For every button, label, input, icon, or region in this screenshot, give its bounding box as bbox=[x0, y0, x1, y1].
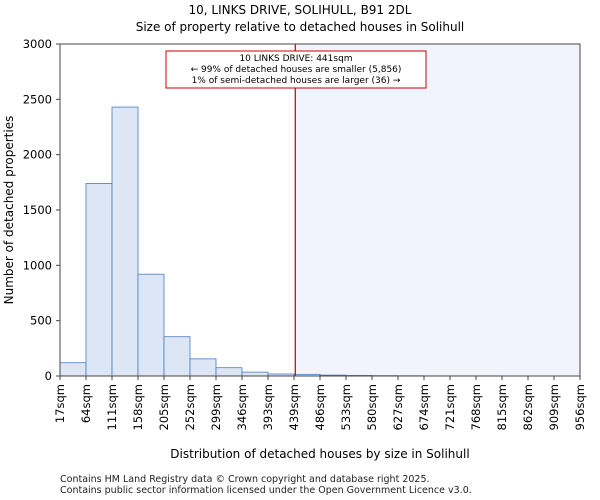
bar-17sqm bbox=[59, 362, 87, 377]
annotation-line-3: 1% of semi-detached houses are larger (3… bbox=[192, 76, 401, 86]
bar-64sqm bbox=[85, 183, 113, 377]
x-tick-label-439sqm: 439sqm bbox=[287, 384, 301, 430]
highlight-region bbox=[294, 44, 580, 376]
chart-title: 10, LINKS DRIVE, SOLIHULL, B91 2DL bbox=[189, 3, 412, 17]
x-tick-label-721sqm: 721sqm bbox=[443, 384, 457, 430]
x-tick-label-158sqm: 158sqm bbox=[131, 384, 145, 430]
x-tick-label-346sqm: 346sqm bbox=[235, 384, 249, 430]
x-axis-label: Distribution of detached houses by size … bbox=[170, 447, 469, 461]
y-tick-label-2000: 2000 bbox=[23, 148, 52, 162]
chart-subtitle: Size of property relative to detached ho… bbox=[136, 20, 465, 34]
y-tick-label-2500: 2500 bbox=[23, 92, 52, 106]
footer-line-2: Contains public sector information licen… bbox=[60, 485, 472, 496]
x-tick-label-64sqm: 64sqm bbox=[79, 384, 93, 423]
x-tick-label-956sqm: 956sqm bbox=[573, 384, 587, 430]
y-tick-label-1500: 1500 bbox=[23, 203, 52, 217]
annotation-line-1: 10 LINKS DRIVE: 441sqm bbox=[239, 54, 352, 64]
x-tick-label-533sqm: 533sqm bbox=[339, 384, 353, 430]
x-axis: 17sqm 64sqm 111sqm 158sqm 205sqm 252sqm 299sqm… bbox=[53, 376, 587, 430]
x-tick-label-299sqm: 299sqm bbox=[209, 384, 223, 430]
bar-205sqm bbox=[163, 336, 191, 377]
bar-346sqm bbox=[241, 371, 269, 377]
bars bbox=[59, 106, 503, 377]
bar-111sqm bbox=[111, 106, 139, 377]
x-tick-label-815sqm: 815sqm bbox=[495, 384, 509, 430]
x-tick-label-674sqm: 674sqm bbox=[417, 384, 431, 430]
x-tick-label-580sqm: 580sqm bbox=[365, 384, 379, 430]
y-tick-label-1000: 1000 bbox=[23, 258, 52, 272]
x-tick-label-909sqm: 909sqm bbox=[547, 384, 561, 430]
annotation-box: 10 LINKS DRIVE: 441sqm ← 99% of detached… bbox=[165, 50, 427, 89]
y-tick-label-3000: 3000 bbox=[23, 37, 52, 51]
y-axis: 0 500 1000 1500 2000 2500 3000 bbox=[23, 37, 60, 383]
y-tick-label-500: 500 bbox=[30, 314, 52, 328]
x-tick-label-862sqm: 862sqm bbox=[521, 384, 535, 430]
bar-252sqm bbox=[189, 358, 217, 377]
footer-line-1: Contains HM Land Registry data © Crown c… bbox=[60, 474, 430, 485]
x-tick-label-111sqm: 111sqm bbox=[105, 384, 119, 430]
x-tick-label-205sqm: 205sqm bbox=[157, 384, 171, 430]
x-tick-label-17sqm: 17sqm bbox=[53, 384, 67, 423]
y-tick-label-0: 0 bbox=[45, 369, 52, 383]
x-tick-label-486sqm: 486sqm bbox=[313, 384, 327, 430]
bar-158sqm bbox=[137, 273, 165, 377]
annotation-line-2: ← 99% of detached houses are smaller (5,… bbox=[191, 65, 402, 75]
bar-299sqm bbox=[215, 367, 243, 377]
x-tick-label-252sqm: 252sqm bbox=[183, 384, 197, 430]
x-tick-label-768sqm: 768sqm bbox=[469, 384, 483, 430]
x-tick-label-627sqm: 627sqm bbox=[391, 384, 405, 430]
y-axis-label: Number of detached properties bbox=[2, 116, 16, 305]
x-tick-label-393sqm: 393sqm bbox=[261, 384, 275, 430]
